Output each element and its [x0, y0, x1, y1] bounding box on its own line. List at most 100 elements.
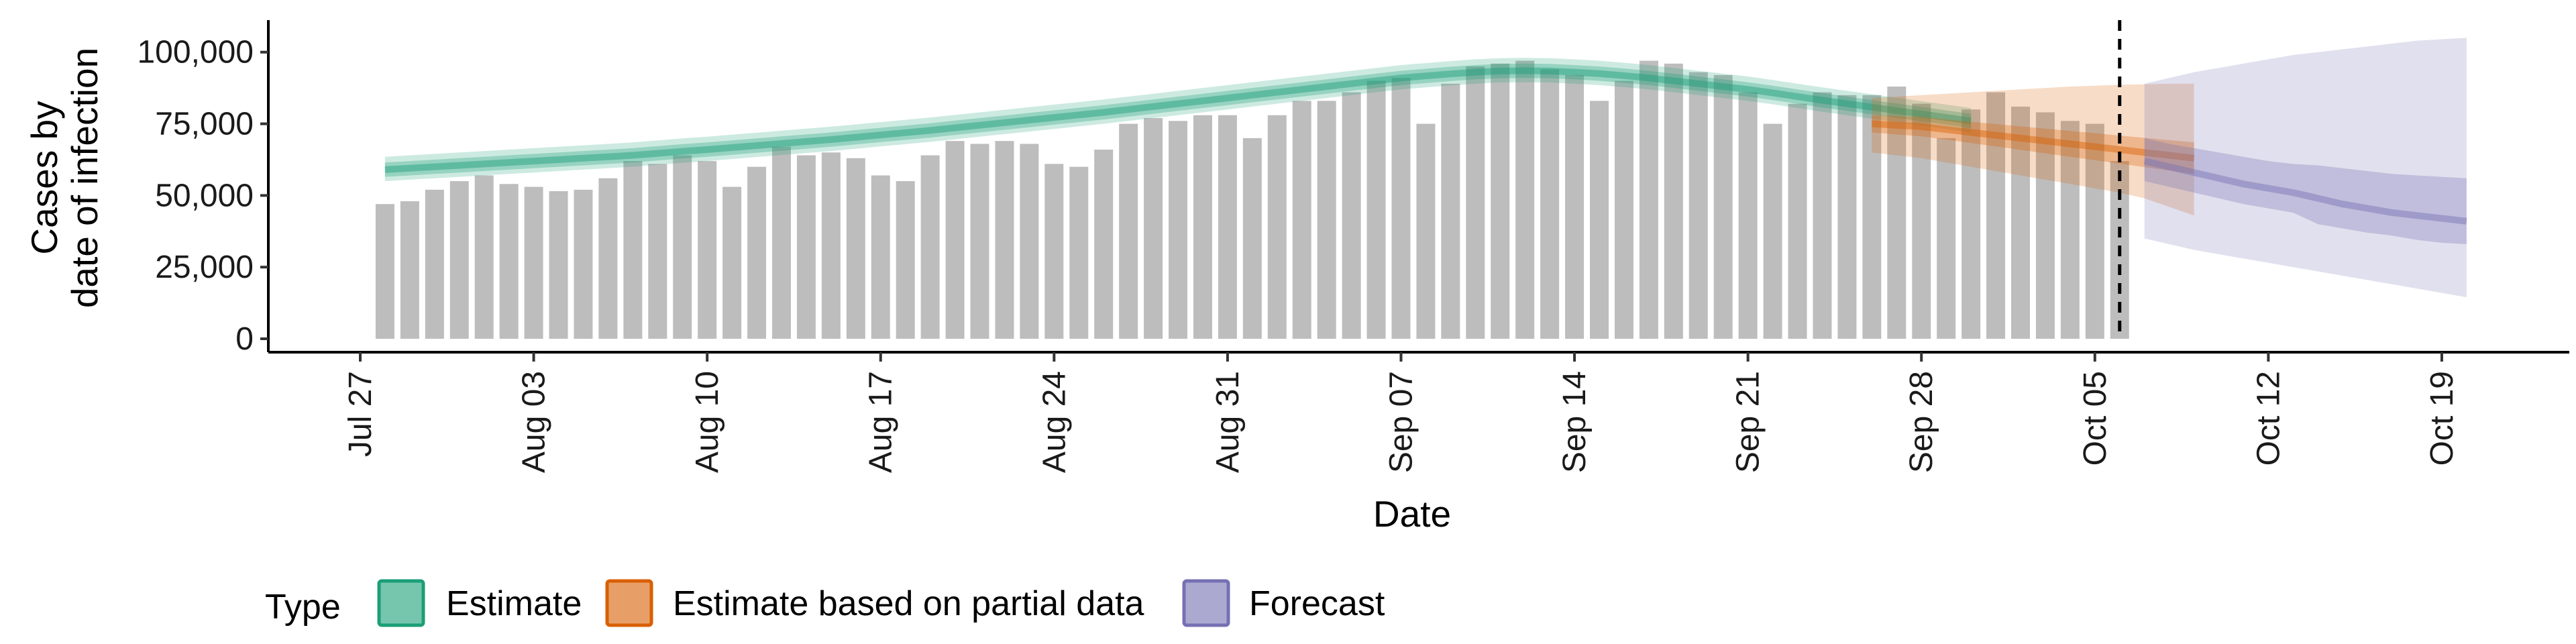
ribbon-50-1: [1872, 115, 2194, 174]
legend-label-partial: Estimate based on partial data: [673, 584, 1144, 623]
case-bar: [995, 141, 1014, 339]
case-bar: [1169, 121, 1188, 339]
case-bar: [1565, 74, 1585, 339]
case-bar: [747, 166, 767, 339]
case-bar: [1763, 123, 1782, 339]
x-tick-label: Aug 10: [690, 371, 725, 473]
legend: Type Estimate Estimate based on partial …: [265, 579, 1385, 627]
y-axis-ticks: 0 25,000 50,000 75,000 100,000: [137, 35, 268, 357]
case-bar: [871, 175, 890, 339]
x-axis-ticks: Jul 27 Aug 03 Aug 10 Aug 17 Aug 24 Aug 31 Sep …: [343, 352, 2460, 473]
ribbon-50-0: [384, 63, 1972, 177]
case-bar: [549, 191, 568, 339]
case-bar: [1491, 63, 1510, 339]
case-bar: [1962, 109, 1981, 339]
case-bar: [2010, 106, 2030, 339]
case-bar: [1242, 138, 1262, 339]
case-bar: [1813, 92, 1832, 339]
case-bar: [821, 152, 841, 339]
case-bar: [896, 181, 915, 339]
y-tick-label: 75,000: [155, 107, 254, 142]
case-bar: [1788, 103, 1807, 339]
x-tick-label: Aug 17: [863, 371, 899, 473]
case-bar: [1416, 123, 1436, 339]
case-bar: [1193, 115, 1212, 339]
case-bar: [1837, 95, 1857, 339]
legend-label-forecast: Forecast: [1249, 584, 1385, 623]
y-tick-label: 25,000: [155, 250, 254, 285]
x-tick-label: Oct 19: [2424, 371, 2460, 466]
case-bar: [425, 189, 444, 339]
case-bar: [796, 155, 816, 339]
y-tick-label: 50,000: [155, 178, 254, 213]
case-bar: [1267, 115, 1287, 339]
case-bar: [1614, 80, 1633, 339]
case-bar: [1664, 63, 1683, 339]
case-bar: [1119, 123, 1138, 339]
case-bar: [1441, 83, 1460, 339]
case-bar: [1887, 87, 1907, 339]
case-bar: [574, 189, 593, 339]
case-bar: [1366, 80, 1386, 339]
y-tick-label: 0: [235, 321, 254, 357]
case-bar: [400, 201, 419, 339]
ribbon-90-2: [2144, 38, 2467, 298]
x-tick-label: Sep 07: [1383, 371, 1419, 473]
case-bar: [970, 144, 989, 339]
x-tick-label: Sep 21: [1731, 371, 1766, 473]
case-bar: [1144, 118, 1163, 339]
case-bar: [1540, 69, 1560, 339]
case-bar: [1094, 150, 1114, 339]
case-bar: [598, 178, 618, 339]
case-bar: [1590, 101, 1609, 339]
case-bar: [623, 161, 643, 339]
case-bar: [2085, 123, 2104, 339]
case-bar: [673, 155, 692, 339]
case-bar: [1639, 60, 1658, 339]
case-bar: [1688, 72, 1708, 339]
median-line-1: [1872, 120, 2195, 162]
case-bar: [1713, 74, 1733, 339]
case-bar: [449, 181, 469, 339]
case-bar: [1738, 92, 1758, 339]
case-bar: [1342, 92, 1361, 339]
case-bar: [945, 141, 965, 339]
x-tick-label: Sep 28: [1904, 371, 1939, 473]
ribbon-90-0: [384, 58, 1972, 181]
x-tick-label: Jul 27: [343, 371, 378, 457]
case-bar: [524, 186, 543, 339]
case-bar: [1292, 101, 1311, 339]
median-line-2: [2143, 158, 2467, 225]
x-tick-label: Aug 24: [1036, 371, 1072, 473]
x-axis-title: Date: [1373, 493, 1451, 535]
case-bar: [1020, 144, 1039, 339]
x-tick-label: Oct 12: [2251, 371, 2286, 466]
legend-label-estimate: Estimate: [446, 584, 582, 623]
case-bar: [1912, 103, 1931, 339]
case-bar: [1069, 166, 1089, 339]
y-tick-label: 100,000: [137, 35, 254, 70]
case-bar: [1862, 95, 1882, 339]
case-bar: [2035, 112, 2055, 339]
case-bar: [648, 164, 667, 339]
x-tick-label: Aug 31: [1210, 371, 1246, 473]
case-bar: [1044, 164, 1064, 339]
ribbon-50-2: [2144, 138, 2467, 244]
case-bar: [1391, 78, 1411, 339]
ribbon-90-1: [1872, 83, 2194, 216]
y-axis-title-line-1: Cases by: [23, 101, 65, 255]
case-bar: [1937, 138, 1956, 339]
case-bar: [846, 158, 865, 339]
case-bar: [474, 175, 494, 339]
bars-layer: [375, 60, 2129, 339]
case-bar: [375, 204, 394, 339]
case-bar: [698, 161, 717, 339]
x-tick-label: Aug 03: [517, 371, 552, 473]
ribbons-layer: [384, 38, 2467, 298]
legend-key-forecast: [1182, 579, 1230, 627]
case-bar: [722, 186, 742, 339]
x-tick-label: Oct 05: [2078, 371, 2113, 466]
case-bar: [771, 146, 791, 339]
case-bar: [2060, 121, 2080, 339]
